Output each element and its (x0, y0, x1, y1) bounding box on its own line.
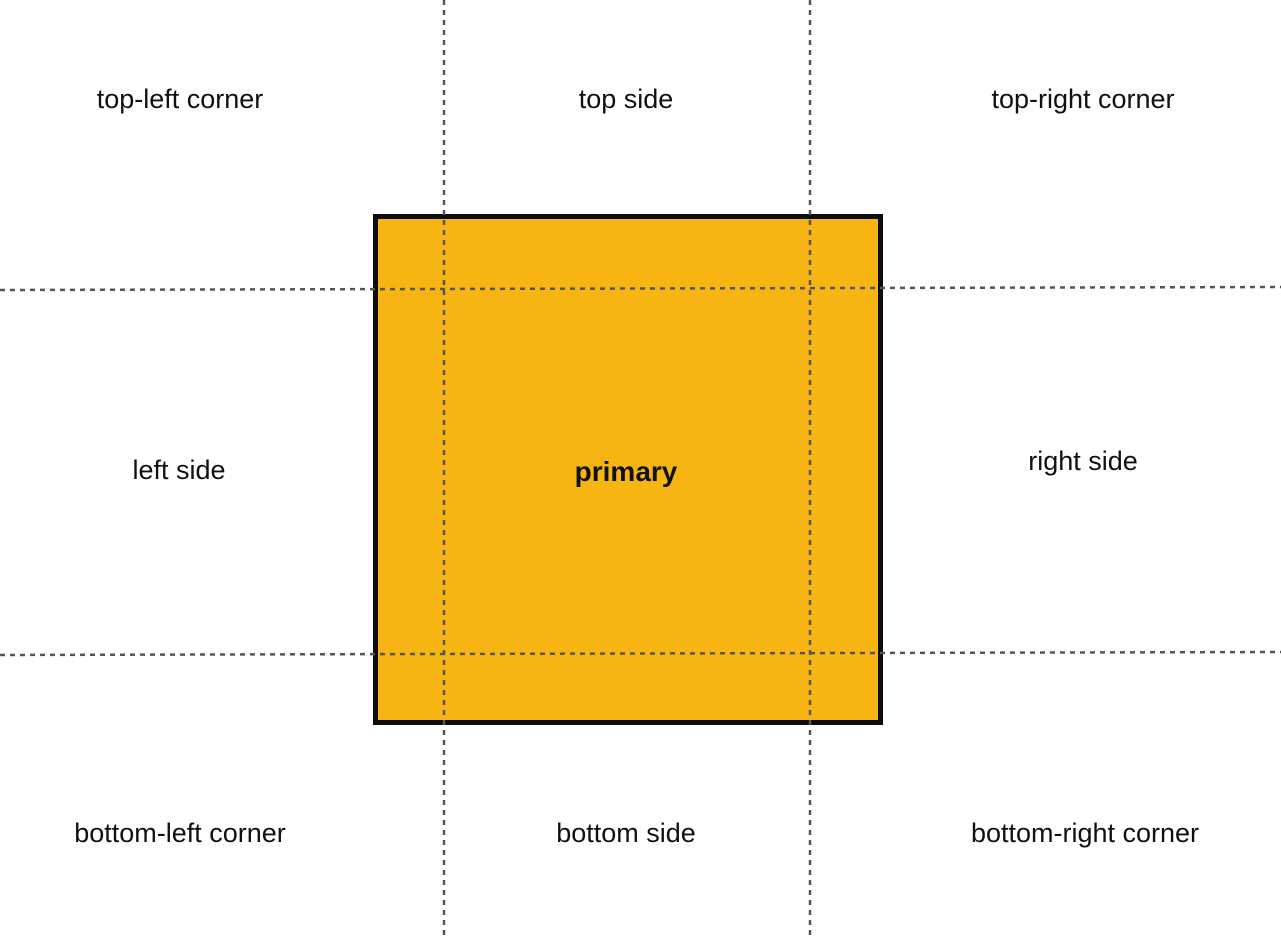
guide-line-horizontal-bottom (0, 650, 1281, 657)
top-left-corner-label: top-left corner (96, 84, 264, 114)
primary-label: primary (574, 456, 678, 487)
top-side-label: top side (578, 84, 674, 114)
top-right-corner-label: top-right corner (991, 84, 1175, 114)
bottom-left-corner-label: bottom-left corner (74, 818, 286, 848)
primary-box (373, 214, 883, 725)
bottom-right-corner-label: bottom-right corner (970, 818, 1200, 848)
right-side-label: right side (1028, 446, 1138, 476)
guide-line-horizontal-top (0, 285, 1281, 292)
bottom-side-label: bottom side (556, 818, 696, 848)
left-side-label: left side (132, 455, 226, 485)
